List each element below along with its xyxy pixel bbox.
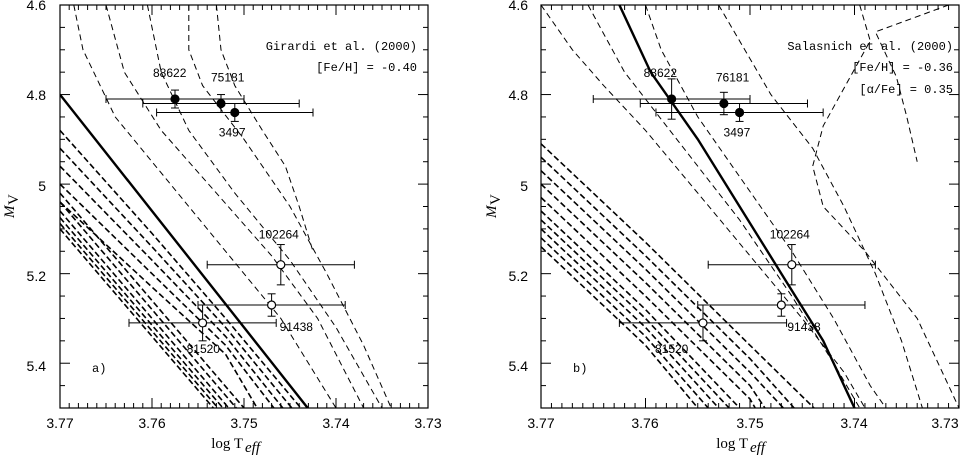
star-label-81520: 81520	[655, 342, 689, 356]
isochrone-solid	[618, 5, 856, 408]
x-tick-label: 3.73	[414, 415, 441, 431]
star-point-102264	[276, 260, 286, 270]
y-tick-label: 5.4	[27, 358, 47, 374]
star-point-88622	[667, 94, 677, 104]
y-tick-label: 5	[38, 178, 46, 194]
star-point-76181	[719, 98, 729, 109]
isochrone-dashed	[60, 210, 230, 408]
star-point-3497	[230, 107, 240, 118]
isochrone-dashed	[541, 156, 796, 408]
isochrone-dashed	[60, 192, 245, 408]
x-tick-label: 3.75	[736, 415, 763, 431]
isochrone-dashed	[541, 228, 720, 408]
star-point-75181	[216, 98, 226, 109]
y-tick-label: 4.6	[509, 0, 529, 13]
x-axis-title: log T	[716, 436, 748, 452]
y-tick-label: 5.4	[509, 358, 529, 374]
isochrone-dashed	[587, 5, 861, 408]
x-axis-title: log T	[211, 436, 243, 452]
y-axis-title: M	[2, 204, 18, 219]
isochrone-dashed	[812, 5, 959, 408]
y-tick-label: 4.8	[509, 87, 529, 103]
star-point-88622	[170, 94, 180, 104]
star-label-102264: 102264	[259, 228, 299, 242]
x-axis-subscript: eff	[750, 440, 767, 456]
isochrone-dashed	[60, 129, 302, 408]
panel-tag: a)	[92, 362, 106, 376]
isochrone-dashed	[60, 165, 284, 408]
isochrone-dashed	[60, 147, 293, 408]
x-tick-label: 3.74	[840, 415, 867, 431]
x-tick-label: 3.77	[46, 415, 73, 431]
x-tick-label: 3.74	[322, 415, 349, 431]
isochrone-dashed	[874, 5, 949, 162]
x-tick-label: 3.76	[631, 415, 658, 431]
isochrone-solid	[60, 93, 310, 408]
star-label-75181: 75181	[211, 71, 245, 85]
star-point-81520	[198, 318, 208, 328]
star-label-102264: 102264	[770, 228, 810, 242]
isochrone-dashed	[215, 5, 314, 252]
star-label-88622: 88622	[644, 66, 678, 80]
isochrone-dashed	[188, 5, 392, 408]
star-label-3497: 3497	[724, 125, 751, 139]
panel-b: 3.77 3.76 3.75 3.74 3.73 4.6 4.8 5 5.2 5…	[484, 0, 960, 456]
isochrone-dashed	[541, 210, 741, 408]
y-tick-label: 5	[520, 178, 528, 194]
legend-metallicity: [Fe/H] = -0.36	[852, 61, 953, 75]
star-label-81520: 81520	[187, 342, 221, 356]
y-tick-label: 5.2	[509, 268, 529, 284]
isochrone-dashed	[541, 170, 785, 408]
isochrone-dashed	[541, 219, 730, 408]
y-axis-title: M	[484, 204, 500, 219]
isochrone-dashed	[541, 196, 757, 408]
y-axis-subscript: V	[6, 194, 22, 205]
x-tick-label: 3.73	[931, 415, 958, 431]
star-label-76181: 76181	[716, 71, 750, 85]
y-tick-label: 5.2	[27, 268, 47, 284]
panel-tag: b)	[573, 362, 587, 376]
isochrone-dashed	[73, 5, 337, 408]
y-tick-label: 4.6	[27, 0, 47, 13]
x-tick-label: 3.77	[527, 415, 554, 431]
star-point-91438	[267, 300, 277, 310]
star-point-91438	[776, 300, 786, 310]
isochrone-dashed	[60, 183, 275, 408]
x-tick-label: 3.75	[230, 415, 257, 431]
isochrone-dashed	[60, 222, 220, 408]
star-label-88622: 88622	[153, 66, 187, 80]
legend-alpha: [α/Fe] = 0.35	[859, 83, 953, 97]
panel-a: 3.77 3.76 3.75 3.74 3.73 4.6 4.8 5 5.2 5…	[2, 0, 442, 456]
star-point-102264	[787, 260, 797, 270]
isochrone-dashed	[105, 5, 365, 408]
isochrone-dashed	[60, 201, 259, 408]
isochrone-dashed	[645, 5, 887, 408]
isochrone-dashed	[541, 246, 699, 408]
star-label-91438: 91438	[787, 320, 821, 334]
isochrone-dashed	[146, 5, 383, 408]
star-point-3497	[734, 107, 745, 118]
isochrone-dashed	[541, 143, 816, 408]
x-tick-label: 3.76	[138, 415, 165, 431]
legend-source: Girardi et al. (2000)	[266, 40, 417, 54]
legend-source: Salasnich et al. (2000)	[787, 40, 953, 54]
star-label-91438: 91438	[280, 320, 314, 334]
legend-metallicity: [Fe/H] = -0.40	[316, 61, 417, 75]
star-point-81520	[698, 318, 708, 328]
isochrone-dashed	[718, 5, 923, 408]
isochrone-dashed	[60, 217, 224, 408]
y-axis-subscript: V	[488, 194, 504, 205]
isochrone-dashed	[541, 183, 766, 408]
isochrone-dashed	[541, 5, 866, 408]
isochrone-dashed	[60, 201, 238, 408]
y-tick-label: 4.8	[27, 87, 47, 103]
x-axis-subscript: eff	[245, 440, 262, 456]
star-label-3497: 3497	[219, 125, 246, 139]
isochrone-dashed	[541, 237, 709, 408]
